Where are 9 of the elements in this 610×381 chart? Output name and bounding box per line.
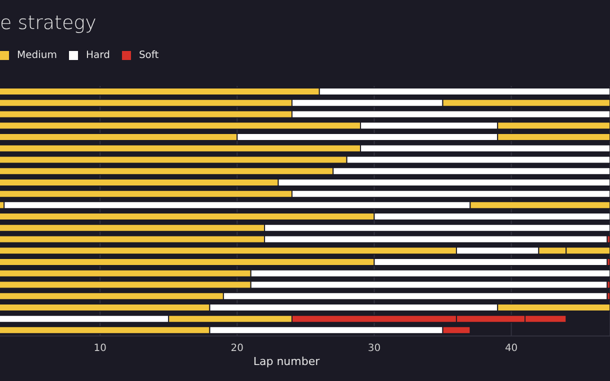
legend-label: Medium — [17, 50, 57, 61]
x-axis-title: Lap number — [253, 355, 320, 368]
x-tick-label: 30 — [368, 343, 381, 354]
chart-title: e strategy — [0, 12, 96, 34]
x-tick-label: 40 — [504, 343, 518, 354]
x-tick-label: 20 — [230, 343, 244, 354]
legend-label: Soft — [138, 50, 159, 61]
legend-label: Hard — [86, 50, 110, 61]
x-tick-label: 10 — [94, 343, 106, 354]
